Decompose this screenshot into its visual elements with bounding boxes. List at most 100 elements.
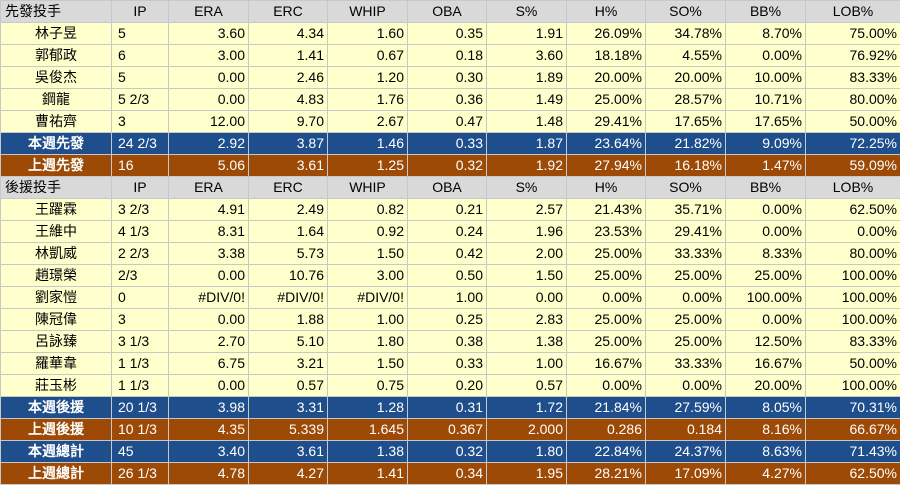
cell-oba: 1.00 bbox=[407, 286, 487, 309]
cell-bb-pct: 1.47% bbox=[725, 154, 806, 177]
cell-oba: 0.20 bbox=[407, 374, 487, 397]
cell-h-pct: 27.94% bbox=[566, 154, 646, 177]
cell-name: 王維中 bbox=[0, 220, 112, 243]
cell-whip: 0.75 bbox=[327, 374, 408, 397]
header-cell-bb-pct: BB% bbox=[725, 0, 806, 23]
cell-bb-pct: 20.00% bbox=[725, 374, 806, 397]
cell-era: 3.40 bbox=[168, 440, 249, 463]
cell-whip: 1.41 bbox=[327, 462, 408, 485]
cell-h-pct: 25.00% bbox=[566, 88, 646, 111]
cell-whip: 1.60 bbox=[327, 22, 408, 45]
cell-lob-pct: 76.92% bbox=[805, 44, 900, 67]
cell-name: 本週總計 bbox=[0, 440, 112, 463]
cell-lob-pct: 80.00% bbox=[805, 88, 900, 111]
cell-erc: 3.61 bbox=[248, 440, 328, 463]
reliever-row: 羅華韋 1 1/3 6.75 3.21 1.50 0.33 1.00 16.67% 33.33%… bbox=[0, 352, 900, 375]
header-cell-name: 先發投手 bbox=[0, 0, 112, 23]
cell-erc: 4.34 bbox=[248, 22, 328, 45]
cell-whip: 1.46 bbox=[327, 132, 408, 155]
cell-oba: 0.32 bbox=[407, 154, 487, 177]
cell-erc: 4.27 bbox=[248, 462, 328, 485]
cell-so-pct: 16.18% bbox=[645, 154, 726, 177]
cell-name: 本週先發 bbox=[0, 132, 112, 155]
cell-s-pct: 1.38 bbox=[486, 330, 567, 353]
header-cell-era: ERA bbox=[168, 0, 249, 23]
cell-lob-pct: 59.09% bbox=[805, 154, 900, 177]
cell-lob-pct: 72.25% bbox=[805, 132, 900, 155]
cell-whip: 1.76 bbox=[327, 88, 408, 111]
cell-whip: 1.28 bbox=[327, 396, 408, 419]
cell-erc: 3.31 bbox=[248, 396, 328, 419]
cell-name: 本週後援 bbox=[0, 396, 112, 419]
cell-s-pct: 1.89 bbox=[486, 66, 567, 89]
reliever-row: 王躍霖 3 2/3 4.91 2.49 0.82 0.21 2.57 21.43% 35.71%… bbox=[0, 198, 900, 221]
cell-lob-pct: 80.00% bbox=[805, 242, 900, 265]
cell-whip: 0.67 bbox=[327, 44, 408, 67]
cell-whip: 1.25 bbox=[327, 154, 408, 177]
cell-so-pct: 0.00% bbox=[645, 374, 726, 397]
cell-era: 3.38 bbox=[168, 242, 249, 265]
cell-h-pct: 0.00% bbox=[566, 286, 646, 309]
cell-so-pct: 4.55% bbox=[645, 44, 726, 67]
cell-name: 林凱威 bbox=[0, 242, 112, 265]
cell-so-pct: 17.65% bbox=[645, 110, 726, 133]
cell-name: 陳冠偉 bbox=[0, 308, 112, 331]
cell-bb-pct: 9.09% bbox=[725, 132, 806, 155]
cell-so-pct: 21.82% bbox=[645, 132, 726, 155]
cell-erc: 5.73 bbox=[248, 242, 328, 265]
reliever-row: 莊玉彬 1 1/3 0.00 0.57 0.75 0.20 0.57 0.00% 0.00% 20… bbox=[0, 374, 900, 397]
cell-ip: 20 1/3 bbox=[111, 396, 169, 419]
cell-oba: 0.36 bbox=[407, 88, 487, 111]
cell-h-pct: 26.09% bbox=[566, 22, 646, 45]
cell-bb-pct: 0.00% bbox=[725, 44, 806, 67]
reliever-row: 王維中 4 1/3 8.31 1.64 0.92 0.24 1.96 23.53% 29.41%… bbox=[0, 220, 900, 243]
starter-row: 鋼龍 5 2/3 0.00 4.83 1.76 0.36 1.49 25.00% 28.57% 1… bbox=[0, 88, 900, 111]
header-cell-whip: WHIP bbox=[327, 0, 408, 23]
cell-lob-pct: 71.43% bbox=[805, 440, 900, 463]
header-cell-ip: IP bbox=[111, 0, 169, 23]
cell-oba: 0.24 bbox=[407, 220, 487, 243]
cell-h-pct: 23.53% bbox=[566, 220, 646, 243]
cell-s-pct: 2.000 bbox=[486, 418, 567, 441]
cell-name: 吳俊杰 bbox=[0, 66, 112, 89]
reliever-row: 陳冠偉 3 0.00 1.88 1.00 0.25 2.83 25.00% 25.00% 0.00… bbox=[0, 308, 900, 331]
cell-lob-pct: 100.00% bbox=[805, 374, 900, 397]
reliever-header-row: 後援投手 IP ERA ERC WHIP OBA S% H% SO% BB% LOB% bbox=[0, 176, 900, 199]
cell-lob-pct: 100.00% bbox=[805, 286, 900, 309]
cell-erc: 0.57 bbox=[248, 374, 328, 397]
cell-s-pct: 1.91 bbox=[486, 22, 567, 45]
header-cell-bb-pct: BB% bbox=[725, 176, 806, 199]
cell-oba: 0.33 bbox=[407, 352, 487, 375]
cell-ip: 3 2/3 bbox=[111, 198, 169, 221]
cell-h-pct: 0.286 bbox=[566, 418, 646, 441]
cell-era: 2.70 bbox=[168, 330, 249, 353]
cell-oba: 0.50 bbox=[407, 264, 487, 287]
header-cell-lob-pct: LOB% bbox=[805, 0, 900, 23]
cell-ip: 3 1/3 bbox=[111, 330, 169, 353]
reliever-this-week-row: 本週後援 20 1/3 3.98 3.31 1.28 0.31 1.72 21.84% 27.5… bbox=[0, 396, 900, 419]
cell-lob-pct: 66.67% bbox=[805, 418, 900, 441]
cell-erc: 5.10 bbox=[248, 330, 328, 353]
cell-h-pct: 20.00% bbox=[566, 66, 646, 89]
header-cell-so-pct: SO% bbox=[645, 0, 726, 23]
cell-oba: 0.367 bbox=[407, 418, 487, 441]
cell-ip: 3 bbox=[111, 308, 169, 331]
cell-s-pct: 1.95 bbox=[486, 462, 567, 485]
cell-erc: 9.70 bbox=[248, 110, 328, 133]
cell-erc: 1.64 bbox=[248, 220, 328, 243]
cell-bb-pct: 8.16% bbox=[725, 418, 806, 441]
cell-ip: 5 bbox=[111, 66, 169, 89]
cell-so-pct: 24.37% bbox=[645, 440, 726, 463]
starter-row: 曹祐齊 3 12.00 9.70 2.67 0.47 1.48 29.41% 17.65% 17.… bbox=[0, 110, 900, 133]
cell-lob-pct: 70.31% bbox=[805, 396, 900, 419]
cell-so-pct: 29.41% bbox=[645, 220, 726, 243]
cell-ip: 10 1/3 bbox=[111, 418, 169, 441]
cell-whip: 1.38 bbox=[327, 440, 408, 463]
cell-era: 4.78 bbox=[168, 462, 249, 485]
cell-bb-pct: 8.33% bbox=[725, 242, 806, 265]
cell-bb-pct: 0.00% bbox=[725, 220, 806, 243]
reliever-row: 林凱威 2 2/3 3.38 5.73 1.50 0.42 2.00 25.00% 33.33%… bbox=[0, 242, 900, 265]
cell-name: 王躍霖 bbox=[0, 198, 112, 221]
cell-ip: 5 2/3 bbox=[111, 88, 169, 111]
cell-ip: 2 2/3 bbox=[111, 242, 169, 265]
